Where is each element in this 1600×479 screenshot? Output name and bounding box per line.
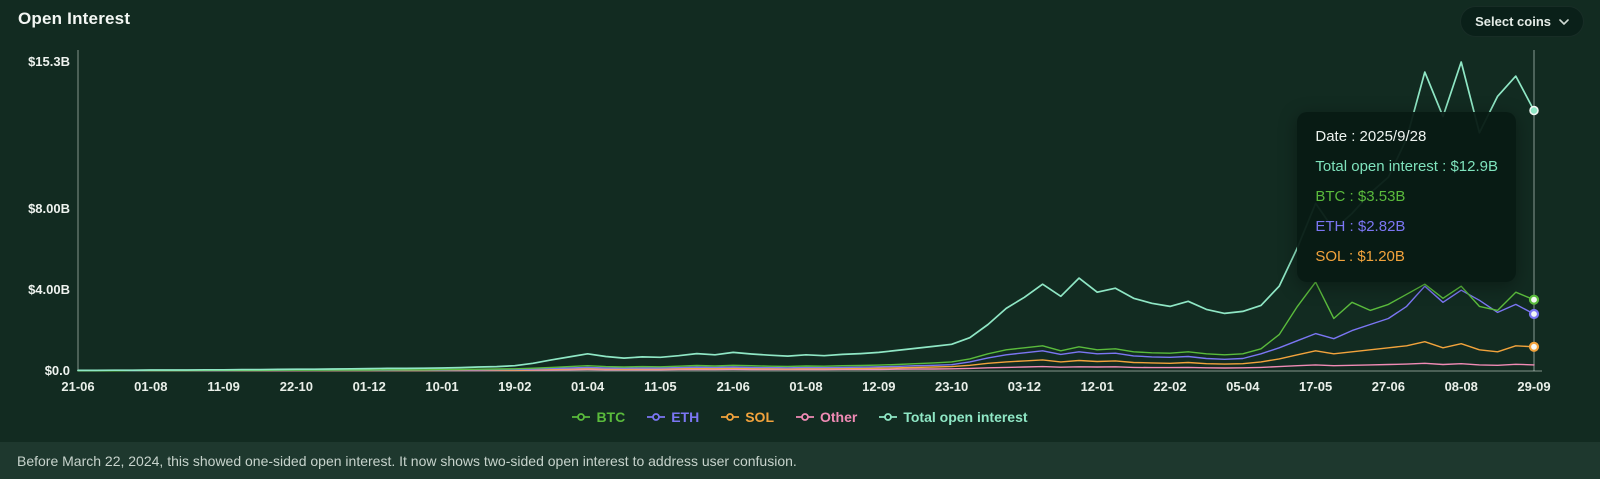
legend-marker-icon	[796, 413, 814, 421]
x-axis-label: 11-05	[644, 379, 677, 394]
y-axis-label: $8.00B	[28, 201, 70, 216]
legend-label: ETH	[671, 409, 700, 425]
x-axis-label: 29-09	[1517, 379, 1551, 394]
chart-legend: BTC ETH SOL Other Total open interest	[0, 409, 1600, 425]
legend-label: SOL	[745, 409, 774, 425]
x-axis-label: 23-10	[934, 379, 969, 394]
tooltip-eth: ETH : $2.82B	[1315, 218, 1406, 235]
legend-marker-icon	[572, 413, 591, 421]
legend-marker-icon	[721, 413, 740, 421]
x-axis-label: 21-06	[716, 379, 750, 394]
x-axis-label: 17-05	[1298, 379, 1333, 394]
legend-item-eth[interactable]: ETH	[647, 409, 699, 425]
tooltip-btc: BTC : $3.53B	[1315, 188, 1406, 205]
x-axis-label: 22-10	[279, 379, 314, 394]
x-axis-label: 05-04	[1226, 379, 1260, 394]
select-coins-button[interactable]: Select coins	[1460, 6, 1584, 37]
legend-marker-icon	[647, 413, 666, 421]
footer-note: Before March 22, 2024, this showed one-s…	[17, 452, 797, 469]
x-axis-label: 12-09	[862, 379, 896, 394]
legend-item-btc[interactable]: BTC	[572, 409, 625, 425]
chart-tooltip: Date : 2025/9/28 Total open interest : $…	[1297, 112, 1516, 282]
legend-item-total-open-interest[interactable]: Total open interest	[879, 409, 1028, 425]
legend-label: BTC	[596, 409, 626, 425]
legend-item-sol[interactable]: SOL	[721, 409, 774, 425]
x-axis-label: 21-06	[61, 379, 95, 394]
x-axis-label: 12-01	[1080, 379, 1114, 394]
x-axis-label: 19-02	[498, 379, 532, 394]
x-axis-label: 11-09	[207, 379, 240, 394]
legend-item-other[interactable]: Other	[796, 409, 857, 425]
page-title: Open Interest	[18, 9, 131, 28]
x-axis-label: 10-01	[425, 379, 459, 394]
x-axis-label: 22-02	[1153, 379, 1187, 394]
x-axis-label: 27-06	[1371, 379, 1406, 394]
y-axis-label: $4.00B	[28, 282, 70, 297]
tooltip-sol: SOL : $1.20B	[1315, 248, 1405, 265]
x-axis-label: 01-12	[352, 379, 386, 394]
x-axis-label: 03-12	[1007, 379, 1042, 394]
select-coins-label: Select coins	[1475, 14, 1551, 29]
x-axis-label: 01-08	[789, 379, 823, 394]
x-axis-label: 08-08	[1444, 379, 1478, 394]
tooltip-date: Date : 2025/9/28	[1315, 128, 1427, 145]
chevron-down-icon	[1559, 18, 1569, 25]
x-axis-label: 01-04	[570, 379, 605, 394]
footer-note-bar: Before March 22, 2024, this showed one-s…	[0, 442, 1600, 479]
legend-marker-icon	[879, 413, 898, 421]
y-axis-label: $0.0	[44, 363, 70, 378]
legend-label: Total open interest	[903, 409, 1028, 425]
y-axis-label: $15.3B	[28, 54, 70, 69]
legend-label: Other	[820, 409, 858, 425]
x-axis-label: 01-08	[134, 379, 168, 394]
tooltip-total-open-interest: Total open interest : $12.9B	[1315, 158, 1498, 175]
